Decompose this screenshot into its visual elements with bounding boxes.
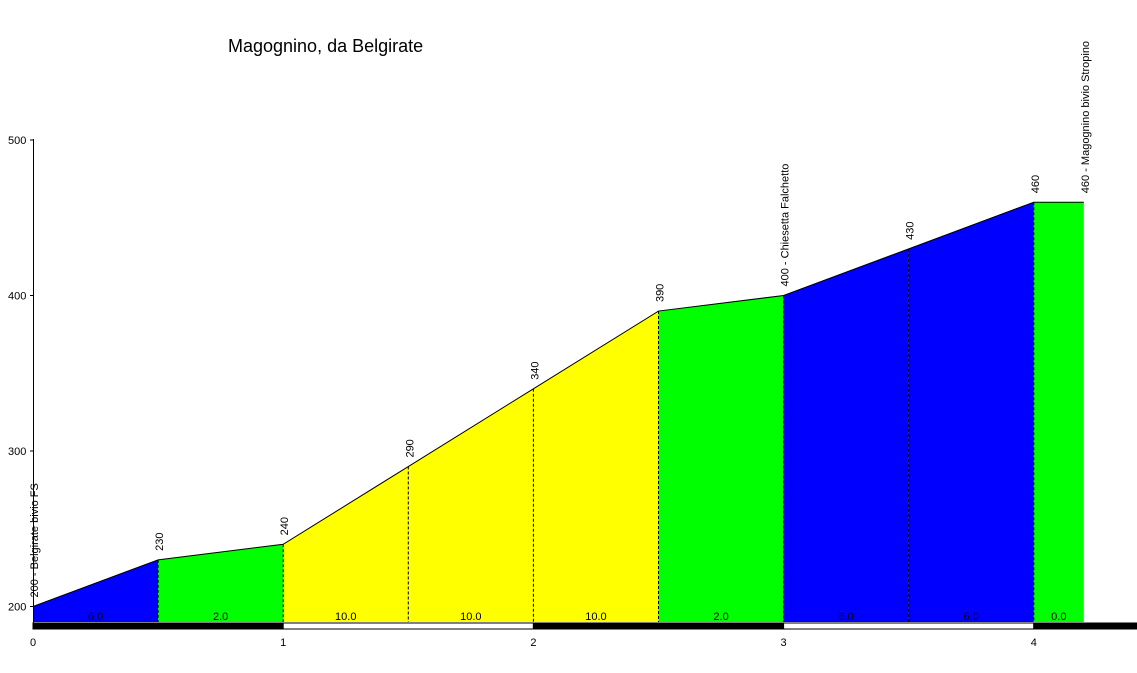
elevation-label-2: 230: [154, 532, 166, 550]
gradient-segment-1: [33, 559, 159, 622]
chart-title: Magognino, da Belgirate: [228, 36, 423, 56]
elevation-label-10: 460 - Magognino bivio Stropino: [1080, 41, 1092, 193]
y-tick-label-4: 500: [8, 135, 26, 147]
gradient-segment-7: [783, 248, 909, 622]
x-tick-label-2: 1: [280, 637, 286, 649]
gradient-segment-9: [1033, 202, 1084, 622]
elevation-label-8: 430: [905, 221, 917, 239]
labels: 6.0 2.0 10.0 10.0 10.0 2.0 6.0 6.0 0.0 200 - Belg…: [8, 41, 1092, 649]
elevation-label-6: 390: [655, 284, 667, 302]
gradient-label-8: 6.0: [964, 611, 979, 623]
profile-polyline: [32, 201, 1084, 607]
gradient-label-5: 10.0: [585, 611, 606, 623]
elevation-label-9: 460: [1030, 175, 1042, 193]
elevation-label-5: 340: [529, 361, 541, 379]
gradient-label-4: 10.0: [460, 611, 481, 623]
gradient-label-6: 2.0: [713, 611, 728, 623]
x-axis-band-4: [783, 622, 1035, 630]
x-tick-label-1: 0: [30, 637, 36, 649]
elevation-label-4: 290: [404, 439, 416, 457]
elevation-label-3: 240: [279, 517, 291, 535]
elevation-label-1: 200 - Belgirate bivio FS: [29, 483, 41, 597]
elevation-label-7: 400 - Chiesetta Falchetto: [780, 164, 792, 287]
gradient-segment-3: [283, 466, 409, 622]
axes: [30, 139, 1137, 630]
x-tick-label-4: 3: [781, 637, 787, 649]
x-tick-label-5: 4: [1031, 637, 1037, 649]
gradient-label-9: 0.0: [1051, 611, 1066, 623]
segment-dividers: [157, 202, 1035, 622]
y-tick-label-2: 300: [8, 446, 26, 458]
gradient-segment-8: [908, 202, 1034, 622]
gradient-segment-4: [408, 388, 534, 622]
gradient-label-1: 6.0: [88, 611, 103, 623]
gradient-label-2: 2.0: [213, 611, 228, 623]
y-tick-label-3: 400: [8, 291, 26, 303]
x-axis-band-3: [532, 622, 785, 630]
gradient-segment-6: [658, 295, 784, 622]
gradient-segment-5: [533, 311, 659, 622]
gradient-segment-2: [158, 544, 284, 622]
gradient-label-3: 10.0: [335, 611, 356, 623]
x-axis-band-5: [1033, 622, 1137, 630]
profile-line: [32, 201, 1084, 607]
x-tick-label-3: 2: [530, 637, 536, 649]
y-tick-label-1: 200: [8, 602, 26, 614]
x-axis-band-1: [32, 622, 284, 630]
gradient-label-7: 6.0: [839, 611, 854, 623]
x-axis-band-2: [282, 622, 534, 630]
gradient-areas: [33, 202, 1084, 622]
